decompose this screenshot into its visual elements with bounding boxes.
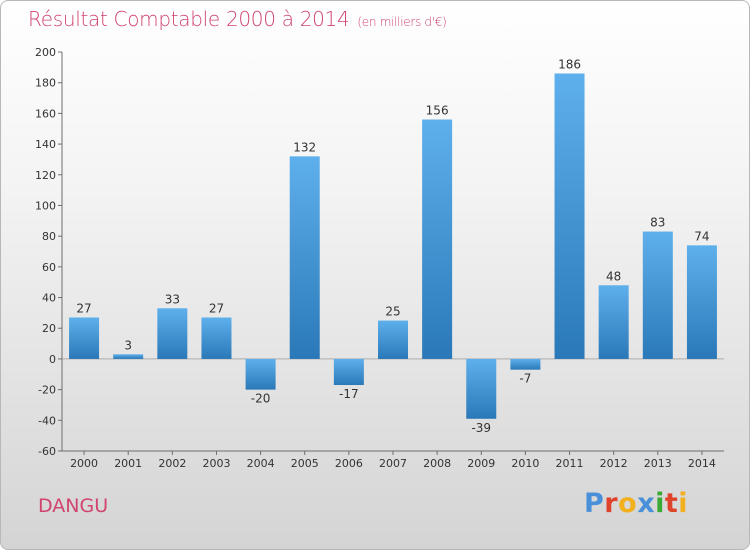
bar <box>510 358 541 370</box>
x-tick-label: 2014 <box>688 457 716 470</box>
bar <box>422 119 453 359</box>
x-tick-label: 2003 <box>202 457 230 470</box>
bar <box>378 320 408 359</box>
y-tick-label: 140 <box>35 138 56 151</box>
y-tick-label: 80 <box>42 230 56 243</box>
y-tick-label: 40 <box>42 292 56 305</box>
y-tick-label: -20 <box>38 384 56 397</box>
bar-value-label: 156 <box>426 104 449 118</box>
y-tick-label: 180 <box>35 77 56 90</box>
x-tick-label: 2005 <box>291 457 319 470</box>
x-tick-label: 2010 <box>511 457 539 470</box>
y-tick-label: 200 <box>35 46 56 59</box>
proxiti-logo: Proxiti <box>584 488 688 519</box>
bar-value-label: 25 <box>385 305 400 319</box>
x-tick-label: 2013 <box>644 457 672 470</box>
bar <box>245 358 276 390</box>
y-tick-label: 100 <box>35 199 56 212</box>
x-tick-label: 2007 <box>379 457 407 470</box>
bar-value-label: 3 <box>124 338 132 352</box>
x-tick-label: 2002 <box>158 457 186 470</box>
bar-value-label: 132 <box>293 140 316 154</box>
y-tick-label: 20 <box>42 322 56 335</box>
bar <box>69 317 100 359</box>
bar-value-label: -39 <box>471 421 491 435</box>
bar <box>554 73 585 359</box>
bar-value-label: -20 <box>251 392 271 406</box>
y-tick-label: 60 <box>42 261 56 274</box>
logo-letter: o <box>618 488 638 519</box>
logo-letter: i <box>655 488 665 519</box>
bar <box>642 231 673 359</box>
y-tick-label: 120 <box>35 169 56 182</box>
x-tick-label: 2001 <box>114 457 142 470</box>
logo-letter: t <box>664 488 679 519</box>
title-text: Résultat Comptable 2000 à 2014 <box>28 7 350 31</box>
y-tick-label: 160 <box>35 107 56 120</box>
y-tick-label: -40 <box>38 414 56 427</box>
bar <box>113 354 144 359</box>
bar <box>201 317 232 359</box>
bar <box>686 245 717 359</box>
chart-title: Résultat Comptable 2000 à 2014 (en millie… <box>28 7 447 31</box>
bar-value-label: 27 <box>76 301 91 315</box>
logo-letter: r <box>604 488 619 519</box>
bar-value-label: -7 <box>519 372 531 386</box>
x-tick-label: 2008 <box>423 457 451 470</box>
title-unit: (en milliers d'€) <box>357 15 447 29</box>
bar <box>598 285 629 359</box>
x-tick-label: 2009 <box>467 457 495 470</box>
bar-value-label: 48 <box>606 269 621 283</box>
x-tick-label: 2000 <box>70 457 98 470</box>
bar-value-label: 33 <box>165 292 180 306</box>
x-tick-label: 2012 <box>600 457 628 470</box>
logo-letter: i <box>678 488 689 519</box>
y-tick-label: 0 <box>49 353 56 366</box>
bar-value-label: 27 <box>209 301 224 315</box>
y-tick-label: -60 <box>38 445 56 458</box>
bar <box>466 358 497 419</box>
logo-letter: P <box>584 488 605 519</box>
bar-value-label: 74 <box>694 229 709 243</box>
commune-name: DANGU <box>38 495 109 517</box>
x-tick-label: 2006 <box>335 457 363 470</box>
bar-value-label: 186 <box>558 57 581 71</box>
x-tick-label: 2004 <box>247 457 275 470</box>
bar <box>157 308 188 359</box>
bar <box>333 358 364 386</box>
logo-letter: x <box>637 488 656 519</box>
bar <box>289 156 320 359</box>
bar-value-label: -17 <box>339 387 359 401</box>
x-tick-label: 2011 <box>556 457 584 470</box>
bar-value-label: 83 <box>650 216 665 230</box>
